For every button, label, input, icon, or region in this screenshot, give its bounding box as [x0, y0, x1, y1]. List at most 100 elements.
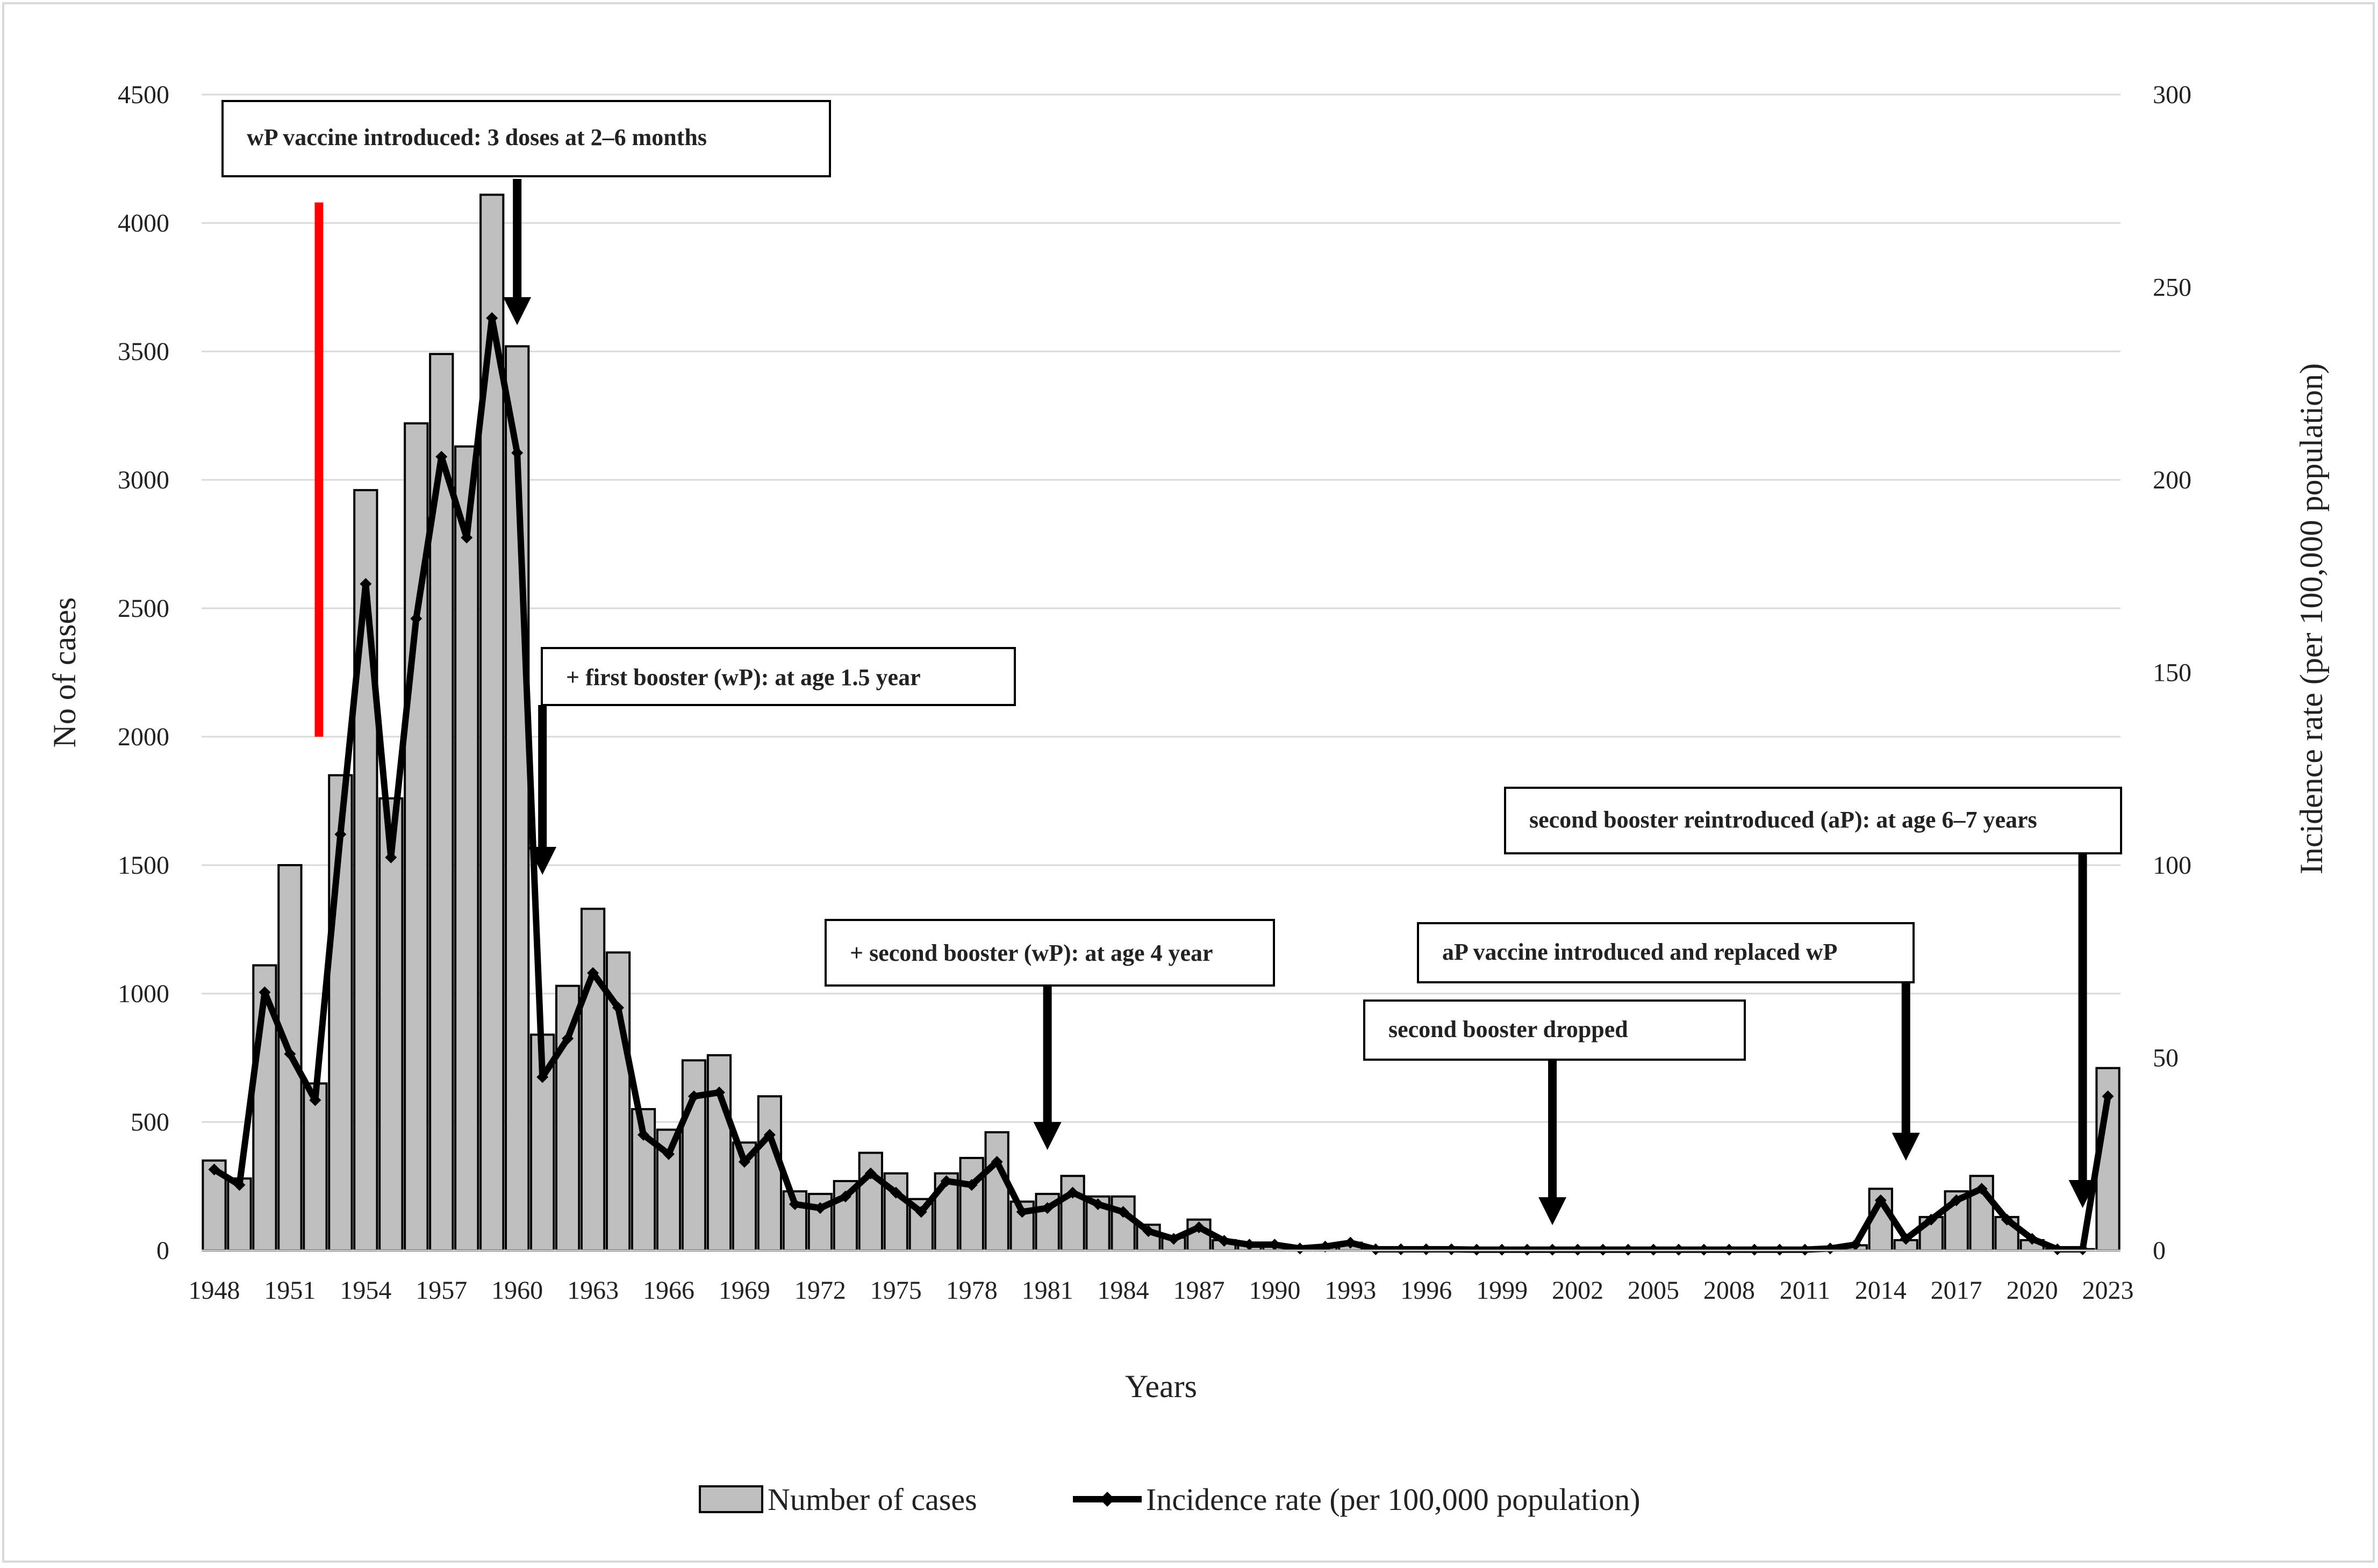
bar-1955	[378, 797, 404, 1251]
y2-tick-label: 0	[2153, 1236, 2166, 1265]
incidence-point-1974	[864, 1167, 877, 1179]
annotation-arrow-head	[2068, 1180, 2097, 1208]
incidence-point-1992	[1319, 1240, 1331, 1253]
bar-1952	[303, 1082, 328, 1252]
incidence-point-1966	[663, 1148, 675, 1160]
bar-2018	[1969, 1175, 1994, 1251]
annotation-box	[1417, 922, 1915, 983]
incidence-point-1991	[1294, 1242, 1306, 1255]
annotation-text: second booster reintroduced (aP): at age…	[1529, 807, 2037, 833]
incidence-point-1967	[687, 1090, 700, 1103]
annotation-box	[221, 100, 831, 177]
incidence-point-1987	[1193, 1221, 1205, 1233]
y-tick-label: 4500	[118, 81, 169, 109]
incidence-point-1959	[486, 312, 498, 324]
annotation-box	[1363, 999, 1746, 1061]
y2-tick-label: 50	[2153, 1044, 2179, 1073]
x-tick-label: 2008	[1703, 1276, 1755, 1305]
x-tick-label: 1960	[491, 1276, 543, 1305]
annotation-arrow-head	[1892, 1133, 1920, 1161]
x-tick-label: 1990	[1249, 1276, 1300, 1305]
incidence-point-1948	[208, 1163, 220, 1176]
bar-1968	[706, 1054, 732, 1251]
y-axis-title: No of cases	[47, 598, 82, 748]
incidence-point-1981	[1041, 1202, 1054, 1214]
incidence-point-1994	[1370, 1243, 1382, 1255]
incidence-point-1950	[259, 986, 271, 998]
annotation-box	[541, 647, 1016, 706]
x-tick-label: 1978	[946, 1276, 998, 1305]
x-tick-label: 1969	[719, 1276, 770, 1305]
x-tick-label: 1951	[264, 1276, 316, 1305]
annotations: wP vaccine introduced: 3 doses at 2–6 mo…	[221, 100, 2122, 1225]
y-tick-label: 3500	[118, 337, 169, 366]
annotation-1: wP vaccine introduced: 3 doses at 2–6 mo…	[221, 100, 831, 325]
y-tick-label: 0	[156, 1236, 169, 1265]
x-tick-label: 1993	[1324, 1276, 1376, 1305]
incidence-point-1960	[511, 447, 524, 459]
incidence-point-1965	[638, 1128, 650, 1141]
x-tick-label: 1963	[567, 1276, 619, 1305]
incidence-point-1971	[789, 1198, 801, 1210]
x-tick-label: 1984	[1098, 1276, 1149, 1305]
y-tick-label: 1000	[118, 980, 169, 1008]
annotation-text: + second booster (wP): at age 4 year	[850, 940, 1213, 966]
incidence-point-1957	[435, 450, 448, 463]
y-tick-label: 1500	[118, 851, 169, 880]
incidence-point-1970	[763, 1128, 776, 1141]
incidence-point-1982	[1066, 1186, 1079, 1199]
incidence-point-2021	[2051, 1243, 2064, 1255]
x-tick-label: 2005	[1628, 1276, 1679, 1305]
incidence-point-1983	[1092, 1198, 1104, 1210]
incidence-point-1972	[814, 1202, 826, 1214]
incidence-point-1977	[940, 1175, 952, 1187]
annotation-text: wP vaccine introduced: 3 doses at 2–6 mo…	[247, 124, 707, 150]
x-tick-label: 2023	[2082, 1276, 2134, 1305]
incidence-point-2015	[1900, 1233, 1912, 1245]
incidence-point-1956	[410, 613, 422, 625]
incidence-point-1980	[1016, 1206, 1028, 1218]
annotation-text: second booster dropped	[1388, 1016, 1628, 1042]
x-tick-label: 1981	[1022, 1276, 1073, 1305]
incidence-point-1990	[1269, 1239, 1281, 1251]
bar-1967	[681, 1059, 707, 1252]
annotation-text: aP vaccine introduced and replaced wP	[1442, 939, 1837, 965]
incidence-point-1951	[284, 1048, 296, 1060]
annotation-arrow-head	[1538, 1197, 1567, 1225]
incidence-point-2018	[1975, 1183, 1988, 1195]
incidence-point-1985	[1142, 1225, 1155, 1238]
legend-label-line: Incidence rate (per 100,000 population)	[1146, 1482, 1641, 1517]
incidence-point-2017	[1950, 1194, 1962, 1206]
bar-1979	[984, 1131, 1009, 1252]
incidence-point-1988	[1218, 1235, 1230, 1247]
incidence-point-1963	[587, 967, 599, 979]
x-tick-label: 1999	[1476, 1276, 1528, 1305]
incidence-point-1949	[233, 1179, 246, 1191]
annotation-text: + first booster (wP): at age 1.5 year	[566, 664, 921, 691]
incidence-point-2023	[2102, 1090, 2114, 1103]
x-tick-label: 2011	[1780, 1276, 1830, 1305]
x-tick-label: 1954	[340, 1276, 391, 1305]
incidence-point-2014	[1874, 1194, 1887, 1206]
legend-swatch-bars	[699, 1485, 763, 1513]
bar-1984	[1111, 1195, 1136, 1252]
y-tick-label: 500	[131, 1108, 169, 1137]
x-tick-label: 1975	[870, 1276, 922, 1305]
incidence-point-1986	[1167, 1233, 1180, 1245]
incidence-point-1997	[1445, 1243, 1458, 1255]
incidence-point-1976	[915, 1206, 927, 1218]
annotation-6: second booster reintroduced (aP): at age…	[1504, 787, 2122, 1208]
legend-label-bars: Number of cases	[768, 1482, 977, 1517]
annotation-5: aP vaccine introduced and replaced wP	[1417, 922, 1920, 1161]
x-tick-label: 1996	[1400, 1276, 1452, 1305]
incidence-point-1969	[738, 1156, 750, 1168]
x-tick-label: 2002	[1552, 1276, 1603, 1305]
incidence-point-1952	[309, 1094, 321, 1106]
incidence-point-2016	[1925, 1213, 1937, 1226]
annotation-arrow-head	[503, 297, 532, 325]
bar-1960	[505, 345, 530, 1252]
y-tick-label: 2000	[118, 723, 169, 751]
y-tick-label: 4000	[118, 209, 169, 238]
